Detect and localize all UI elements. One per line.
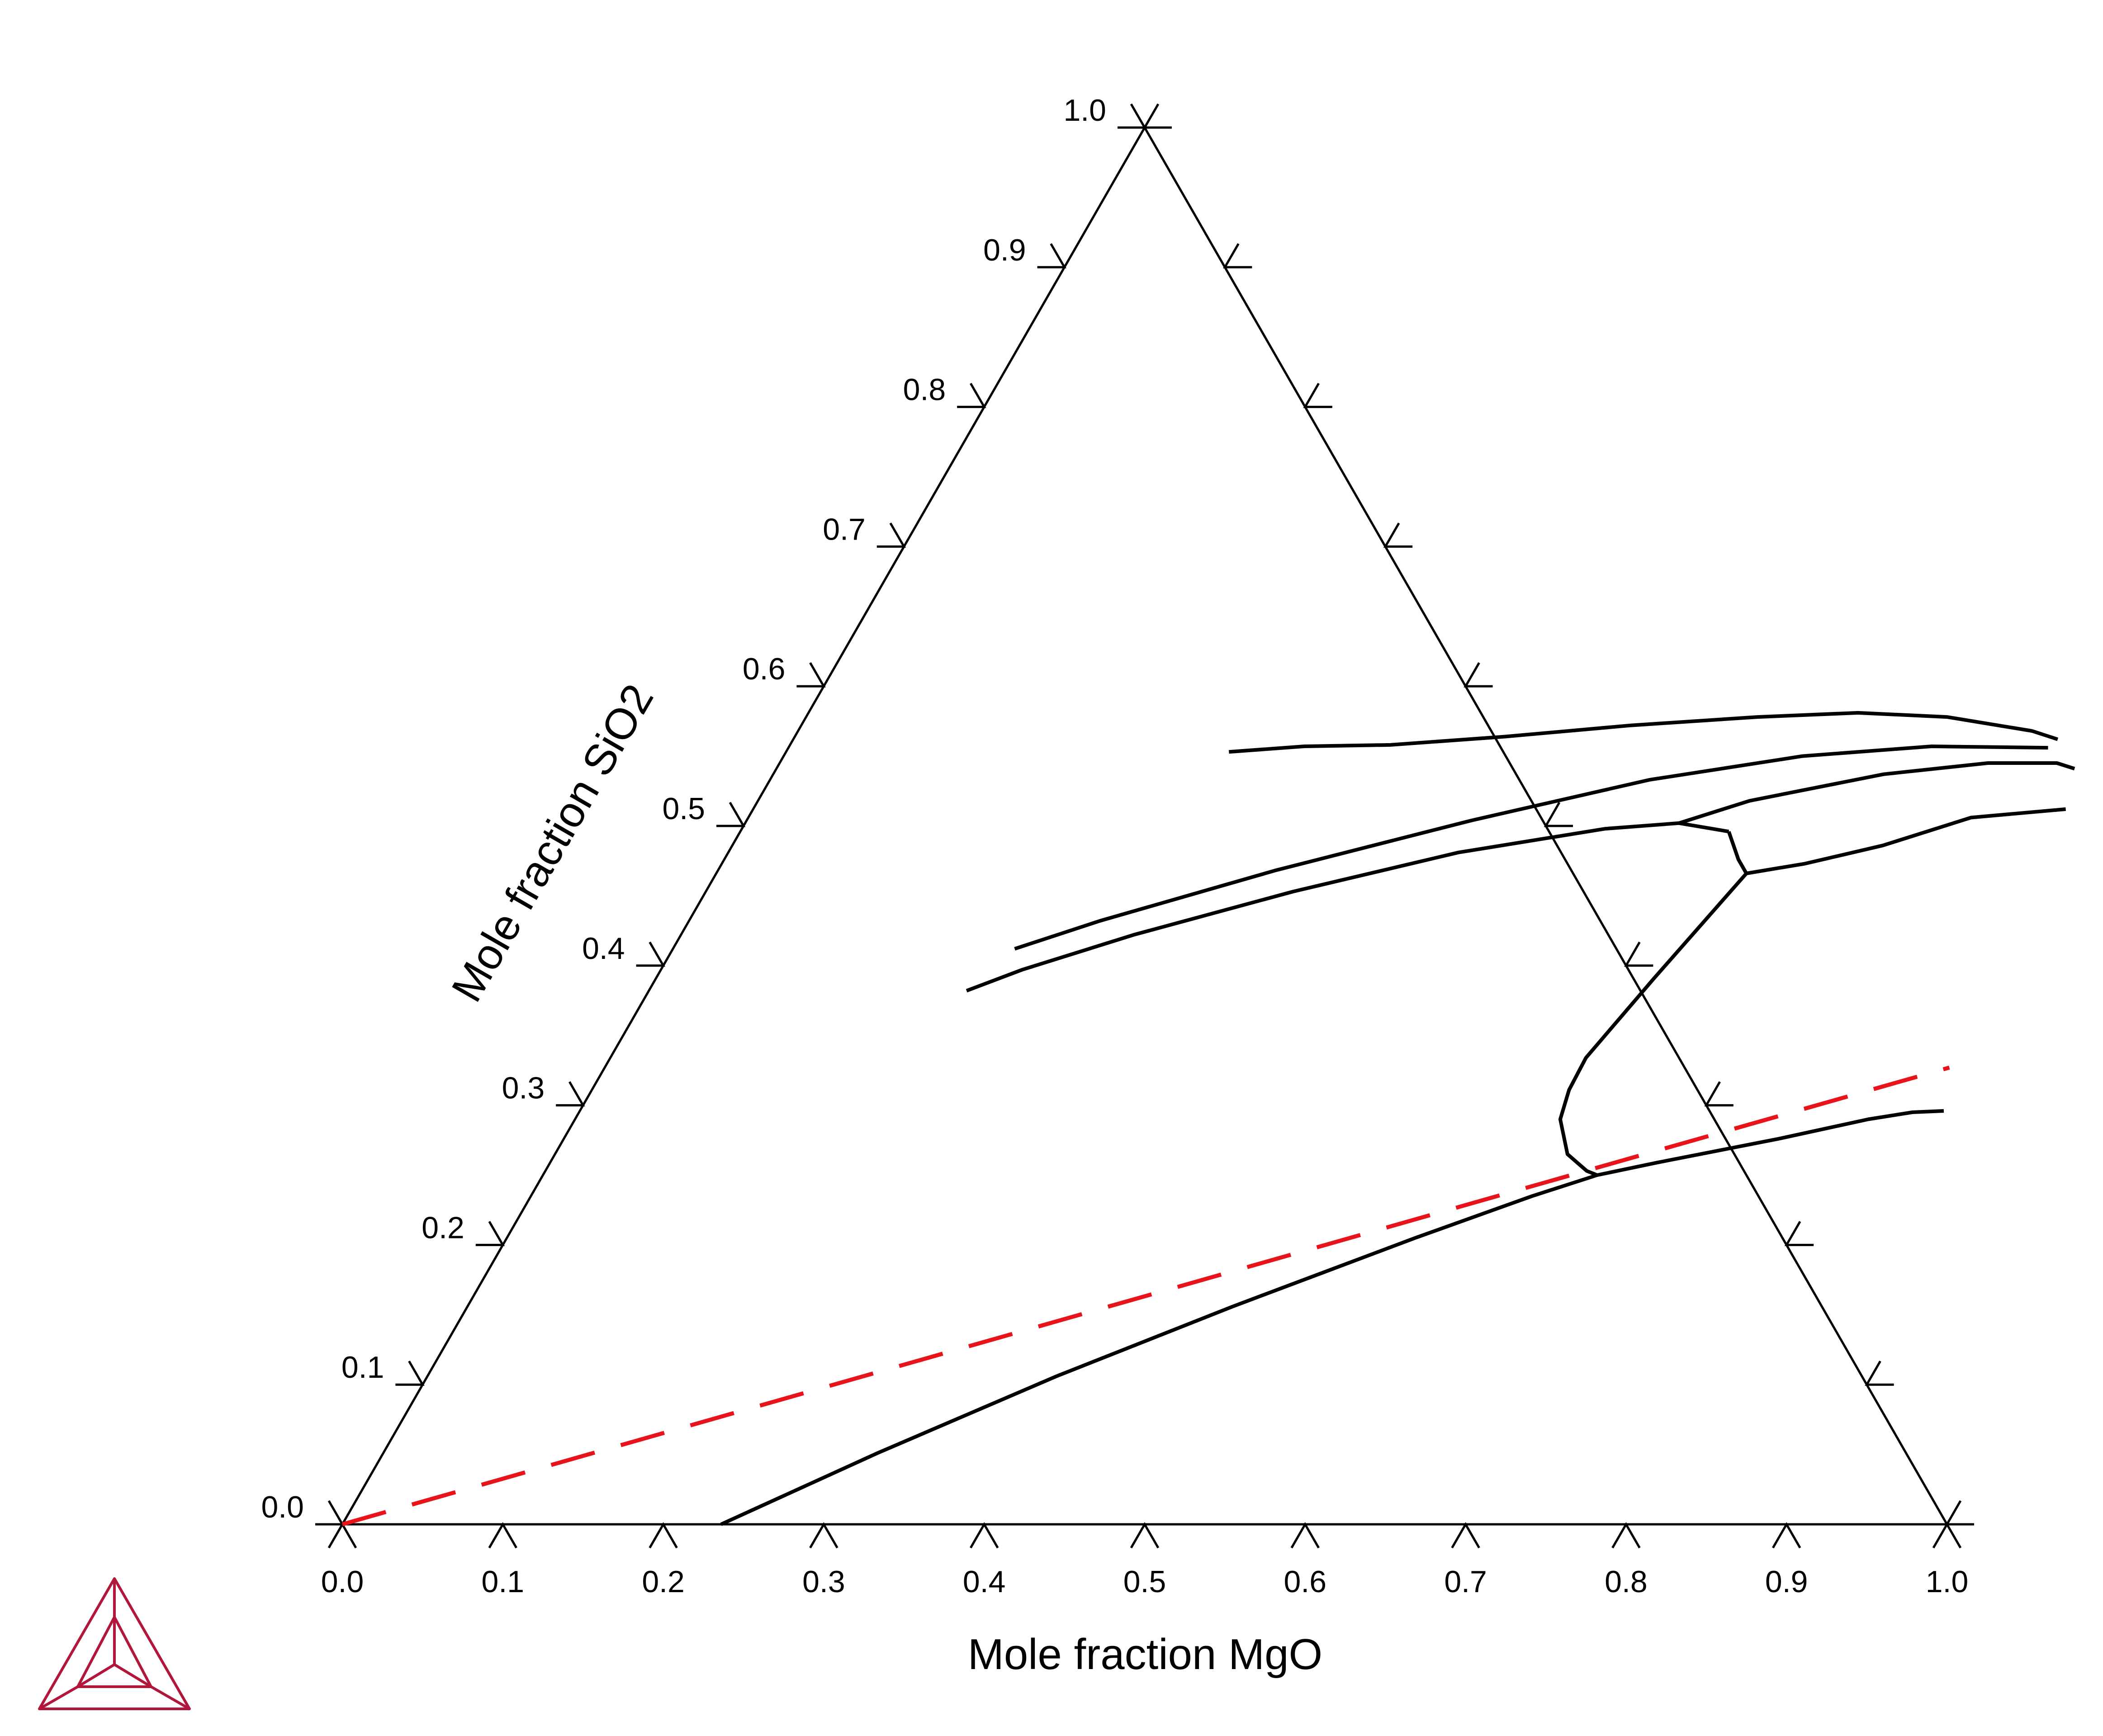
logo-icon xyxy=(38,1577,191,1710)
tick-marks: 0.0 0.0 0.1 0.1 0.2 0.2 0.3 0.3 0.4 0.4 0.5 0.5 0.6 0… xyxy=(261,93,1974,1599)
x-tick-label: 0.5 xyxy=(1123,1565,1166,1599)
x-axis-tick xyxy=(327,1522,357,1549)
right-axis-tick xyxy=(1142,103,1172,129)
right-axis-tick xyxy=(1784,1221,1814,1246)
y-tick-label: 0.9 xyxy=(983,233,1026,267)
boundary-line-series-5 xyxy=(1727,831,1748,874)
boundary-line-series-9 xyxy=(1596,1109,1944,1177)
x-axis-tick xyxy=(970,1522,999,1549)
right-axis-tick xyxy=(1303,383,1332,408)
right-axis-tick xyxy=(1704,1081,1734,1107)
x-axis-tick xyxy=(1451,1522,1480,1549)
x-axis-tick xyxy=(1611,1522,1641,1549)
y-axis-tick xyxy=(876,522,906,548)
x-axis-tick xyxy=(809,1522,838,1549)
boundary-line-series-1 xyxy=(1229,711,2059,754)
y-axis-tick xyxy=(716,802,746,827)
y-tick-label: 0.1 xyxy=(341,1350,384,1385)
right-axis-tick xyxy=(1945,1500,1974,1526)
right-axis-tick xyxy=(1383,522,1413,548)
boundary-line-series-7 xyxy=(1558,872,1748,1177)
y-axis-tick xyxy=(475,1221,505,1246)
x-axis-tick xyxy=(1932,1522,1962,1549)
x-axis-label: Mole fraction MgO xyxy=(968,1630,1322,1679)
y-axis-tick xyxy=(1037,243,1066,269)
x-tick-label: 0.9 xyxy=(1765,1565,1808,1599)
x-tick-label: 0.7 xyxy=(1444,1565,1487,1599)
y-axis-label: Mole fraction SiO2 xyxy=(442,676,663,1010)
y-tick-label: 0.5 xyxy=(662,792,705,826)
x-tick-label: 0.2 xyxy=(642,1565,685,1599)
x-axis-tick xyxy=(1130,1522,1160,1549)
y-tick-label: 0.0 xyxy=(261,1490,304,1524)
y-tick-label: 0.4 xyxy=(582,931,625,966)
boundary-line-series-3 xyxy=(966,821,1729,993)
y-tick-label: 0.6 xyxy=(743,652,786,686)
right-axis-tick xyxy=(1464,662,1493,688)
boundary-line-series-8 xyxy=(720,1173,1598,1526)
x-tick-label: 0.8 xyxy=(1605,1565,1648,1599)
boundary-line-series-6 xyxy=(1746,807,2066,875)
y-axis-tick xyxy=(395,1360,425,1386)
y-axis-tick xyxy=(315,1500,345,1526)
right-axis-tick xyxy=(1544,802,1573,827)
right-axis-tick xyxy=(1223,243,1252,269)
x-tick-label: 0.3 xyxy=(802,1565,845,1599)
x-tick-label: 0.0 xyxy=(321,1565,364,1599)
right-axis-tick xyxy=(1865,1360,1894,1386)
y-axis-tick xyxy=(636,941,665,967)
y-tick-label: 1.0 xyxy=(1063,93,1106,128)
x-tick-label: 0.1 xyxy=(482,1565,525,1599)
boundary-line-series-4 xyxy=(1678,761,2075,825)
x-tick-label: 0.4 xyxy=(963,1565,1006,1599)
y-tick-label: 0.2 xyxy=(422,1210,464,1245)
y-axis-tick xyxy=(957,383,986,408)
x-tick-label: 1.0 xyxy=(1926,1565,1969,1599)
y-tick-label: 0.3 xyxy=(502,1071,545,1105)
x-axis-tick xyxy=(488,1522,517,1549)
y-tick-label: 0.8 xyxy=(903,373,946,407)
dashed-line-series xyxy=(341,1065,1950,1527)
x-axis-tick xyxy=(1290,1522,1320,1549)
y-axis-tick xyxy=(556,1081,585,1107)
y-axis-tick xyxy=(1118,103,1147,129)
x-tick-label: 0.6 xyxy=(1284,1565,1327,1599)
right-axis-tick xyxy=(1624,941,1653,967)
phase-boundaries xyxy=(341,711,2075,1527)
y-tick-label: 0.7 xyxy=(823,512,866,546)
boundary-line-series-2 xyxy=(1014,745,2048,951)
x-axis-tick xyxy=(1772,1522,1801,1549)
x-axis-tick xyxy=(649,1522,678,1549)
y-axis-tick xyxy=(796,662,826,688)
